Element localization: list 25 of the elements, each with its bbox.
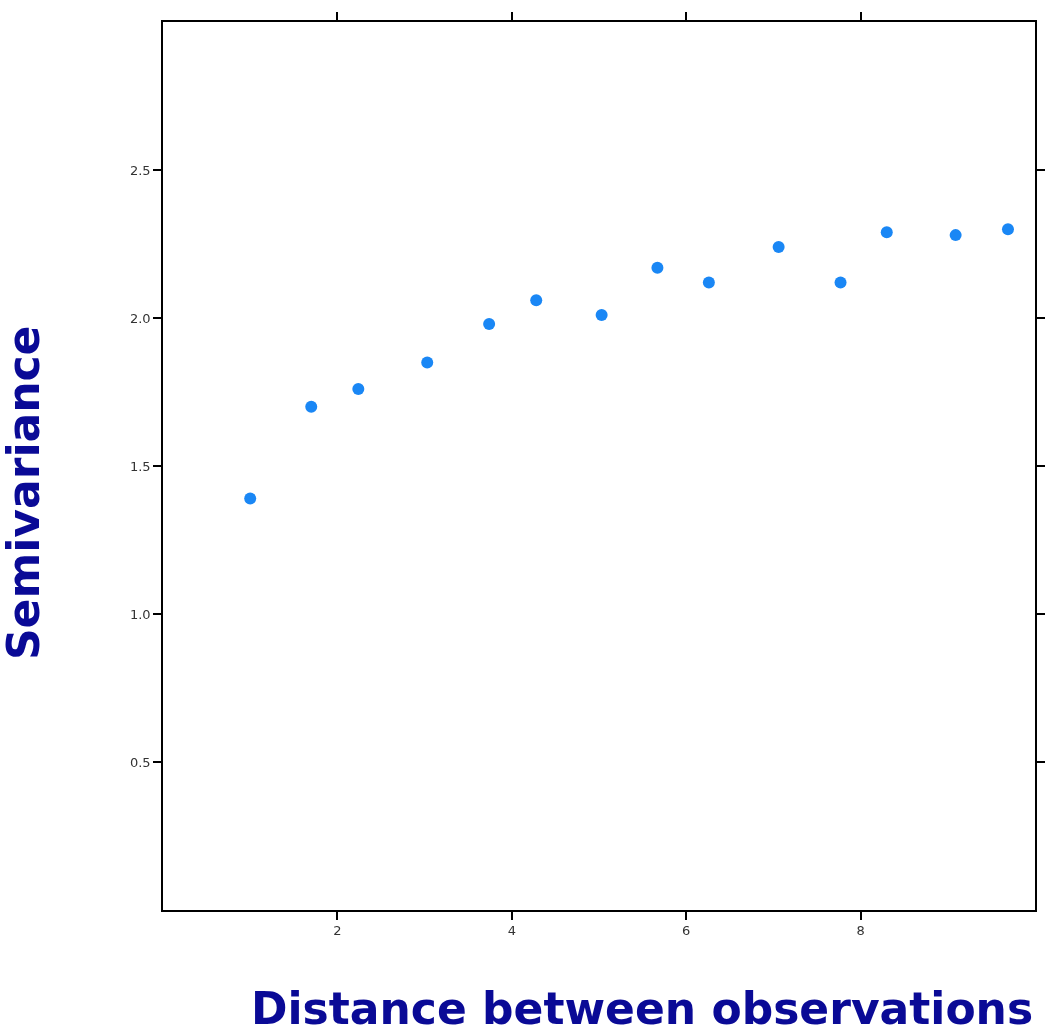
point <box>651 261 664 274</box>
x-tick-label: 8 <box>856 923 865 939</box>
point <box>483 317 496 330</box>
y-axis-title: Semivariance <box>0 325 49 661</box>
point <box>772 240 785 253</box>
x-tick-label: 6 <box>682 923 691 939</box>
point <box>1001 223 1014 236</box>
point <box>702 276 715 289</box>
y-tick-label: 2.5 <box>129 162 151 178</box>
y-tick-label: 0.5 <box>129 754 151 770</box>
x-tick-label: 4 <box>507 923 516 939</box>
point <box>352 383 365 396</box>
y-tick-label: 1.5 <box>129 458 151 474</box>
point <box>244 492 257 505</box>
point <box>949 229 962 242</box>
point <box>595 309 608 322</box>
point <box>421 356 434 369</box>
point <box>834 276 847 289</box>
y-tick-label: 2.0 <box>129 310 151 326</box>
x-axis-title: Distance between observations <box>251 983 1034 1028</box>
point <box>305 400 318 413</box>
point <box>880 226 893 239</box>
x-tick-label: 2 <box>333 923 342 939</box>
point <box>530 294 543 307</box>
y-tick-label: 1.0 <box>129 606 151 622</box>
